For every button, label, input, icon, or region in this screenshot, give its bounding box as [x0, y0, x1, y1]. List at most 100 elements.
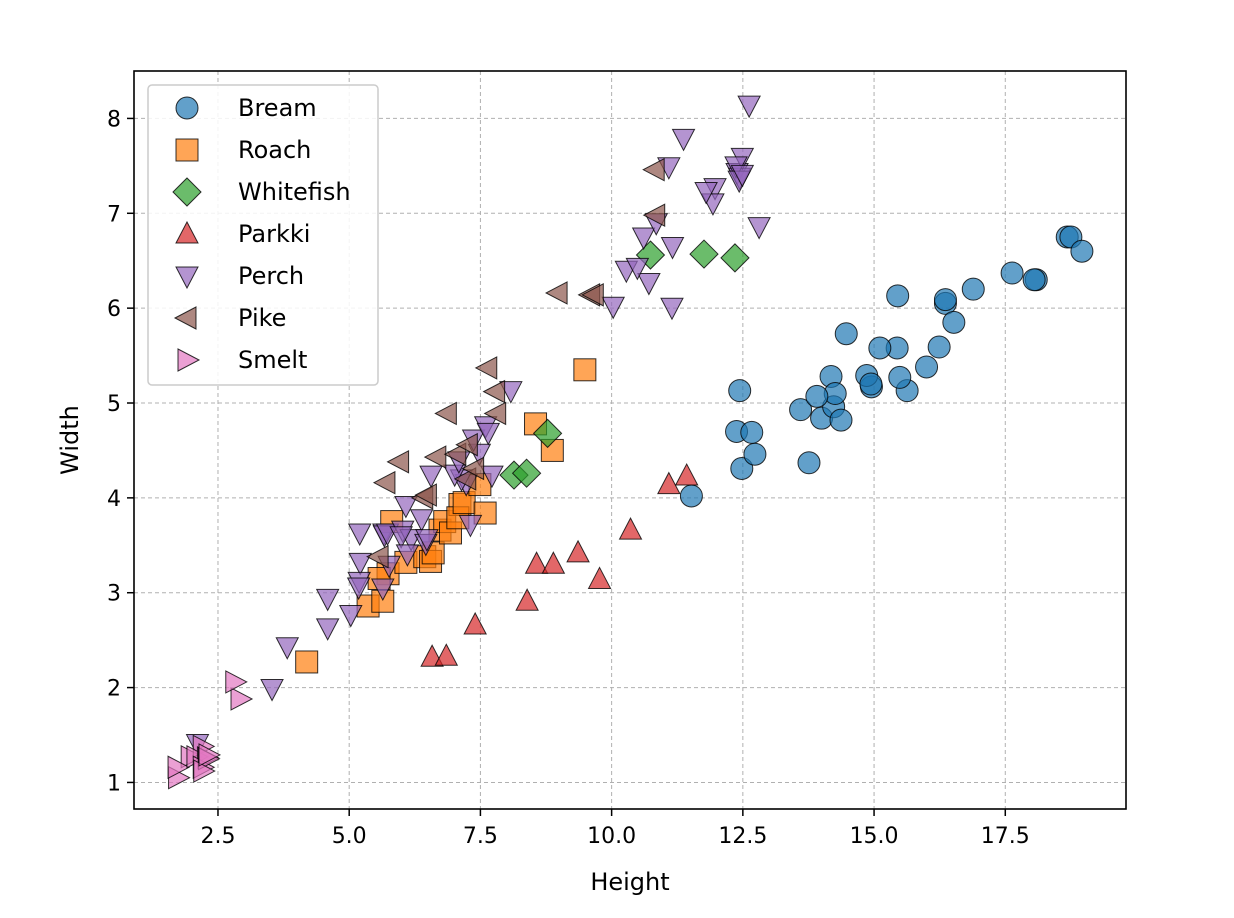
point-bream	[679, 484, 703, 508]
x-tick-label: 5.0	[332, 824, 367, 849]
legend-label: Roach	[238, 136, 311, 164]
point-perch	[476, 422, 501, 446]
point-perch	[338, 605, 363, 628]
point-perch	[348, 552, 373, 576]
y-axis-ticks: 1 2 3 4 5 6 7 8	[107, 107, 134, 796]
legend-marker-pike	[173, 306, 197, 330]
legend-item-whitefish: Whitefish	[172, 177, 351, 207]
point-perch	[730, 164, 755, 188]
y-tick-label: 8	[107, 107, 121, 132]
legend-item-smelt: Smelt	[177, 346, 307, 374]
point-perch	[275, 637, 300, 660]
point-parkki	[515, 588, 539, 611]
legend: Bream Roach Whitefish Parkki Perch Pike Smelt	[147, 84, 379, 386]
grid	[134, 71, 1126, 809]
legend-item-bream: Bream	[175, 94, 317, 122]
point-parkki	[674, 462, 699, 486]
point-perch	[370, 578, 395, 602]
x-tick-label: 17.5	[981, 824, 1030, 849]
x-tick-label: 2.5	[200, 824, 235, 849]
point-bream	[728, 379, 752, 403]
point-parkki	[657, 471, 681, 495]
point-parkki	[541, 551, 566, 574]
point-roach	[295, 650, 319, 674]
y-tick-label: 4	[107, 487, 121, 512]
point-bream	[888, 365, 912, 389]
point-pike	[545, 281, 568, 305]
point-perch	[480, 465, 504, 489]
point-perch	[631, 227, 656, 251]
series-bream	[679, 225, 1094, 508]
point-whitefish	[532, 418, 563, 449]
series-pike	[366, 157, 666, 569]
point-parkki	[463, 611, 487, 635]
point-whitefish	[689, 239, 719, 269]
data-points	[167, 95, 1094, 790]
point-bream	[789, 398, 813, 422]
point-whitefish	[720, 243, 750, 273]
point-pike	[372, 470, 396, 495]
y-tick-label: 6	[107, 297, 121, 322]
point-perch	[747, 217, 771, 240]
point-parkki	[587, 566, 612, 589]
legend-marker-smelt	[177, 348, 201, 372]
legend-marker-roach	[175, 138, 199, 162]
point-parkki	[566, 539, 590, 563]
point-pike	[366, 544, 389, 569]
point-smelt	[225, 670, 248, 694]
legend-label: Smelt	[238, 346, 307, 374]
legend-item-roach: Roach	[175, 136, 311, 164]
legend-marker-perch	[175, 266, 199, 290]
point-pike	[581, 283, 604, 307]
plot-frame	[133, 70, 1127, 810]
point-pike	[455, 432, 478, 457]
point-bream	[1000, 261, 1024, 285]
x-tick-label: 12.5	[718, 824, 767, 849]
point-bream	[805, 384, 829, 408]
legend-item-perch: Perch	[175, 262, 304, 290]
x-tick-label: 7.5	[463, 824, 498, 849]
point-bream	[961, 277, 985, 301]
point-bream	[797, 451, 821, 475]
point-bream	[743, 442, 767, 466]
point-smelt	[167, 755, 191, 780]
point-bream	[942, 310, 966, 334]
point-whitefish	[511, 458, 542, 488]
point-perch	[671, 128, 696, 152]
point-bream	[915, 355, 939, 379]
point-perch	[601, 296, 626, 320]
x-axis-ticks: 2.5 5.0 7.5 10.0 12.5 15.0 17.5	[200, 809, 1030, 849]
point-smelt	[198, 743, 222, 767]
point-perch	[694, 181, 718, 205]
point-perch	[415, 529, 439, 552]
point-perch	[499, 381, 523, 404]
point-perch	[260, 679, 284, 702]
point-pike	[423, 445, 447, 469]
point-pike	[483, 401, 507, 426]
point-pike	[443, 442, 467, 467]
point-pike	[482, 379, 506, 404]
y-tick-label: 5	[107, 392, 121, 417]
y-tick-label: 2	[107, 677, 121, 702]
point-bream	[829, 408, 853, 432]
point-bream	[859, 372, 883, 396]
series-smelt	[167, 670, 254, 790]
point-pike	[642, 157, 665, 182]
point-bream	[933, 288, 957, 312]
point-pike	[453, 467, 477, 491]
point-parkki	[618, 517, 643, 540]
point-perch	[315, 588, 340, 612]
point-bream	[1070, 239, 1094, 263]
point-perch	[625, 257, 650, 281]
point-bream	[730, 456, 754, 480]
series-perch	[185, 95, 771, 757]
legend-label: Whitefish	[238, 178, 351, 206]
point-pike	[386, 449, 410, 474]
point-pike	[642, 203, 666, 228]
point-parkki	[524, 551, 549, 574]
legend-label: Pike	[238, 304, 286, 332]
x-tick-label: 15.0	[850, 824, 899, 849]
point-bream	[868, 336, 892, 360]
point-pike	[414, 483, 437, 507]
